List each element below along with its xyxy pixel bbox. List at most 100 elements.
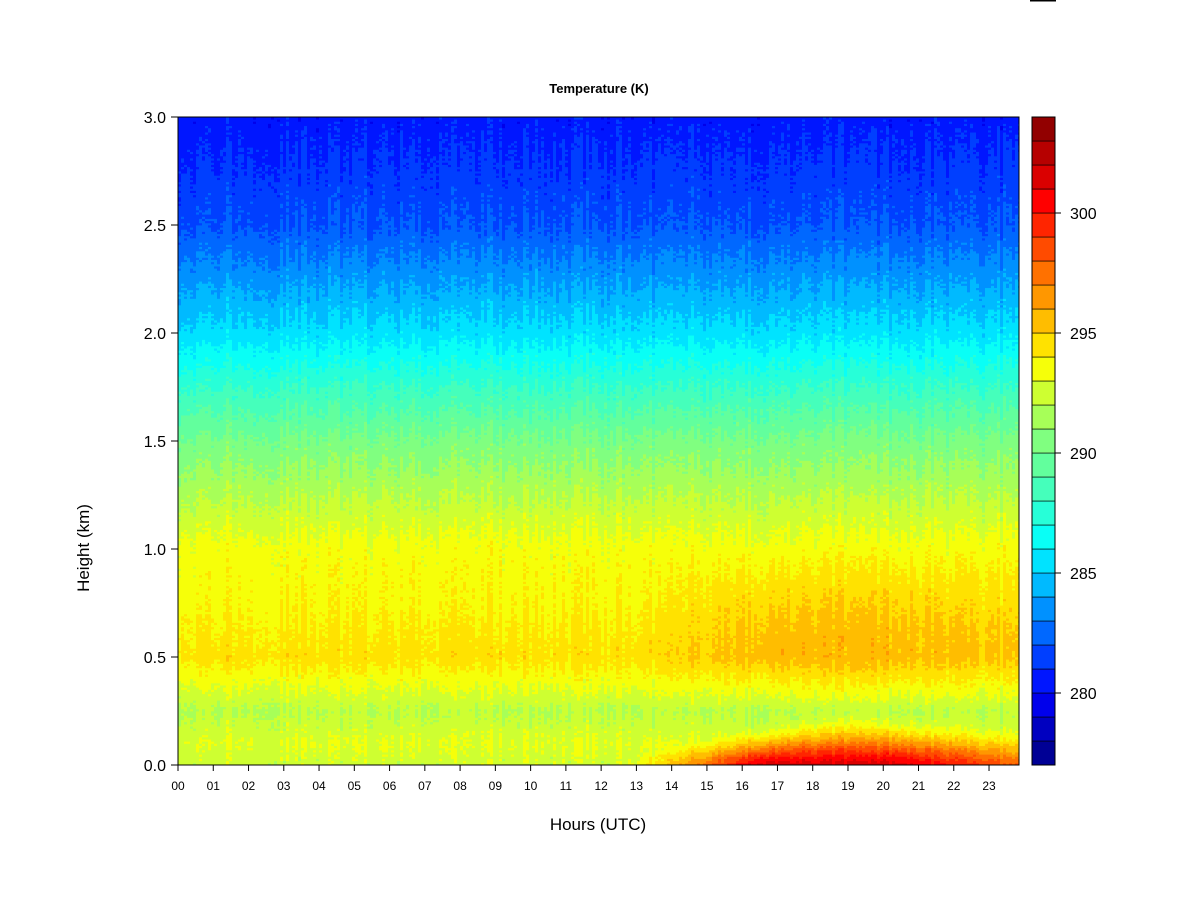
- heatmap-cell: [253, 680, 257, 684]
- heatmap-cell: [199, 760, 203, 766]
- heatmap-cell: [292, 637, 296, 664]
- heatmap-cell: [184, 503, 188, 507]
- heatmap-cell: [382, 402, 386, 422]
- heatmap-cell: [241, 434, 245, 459]
- heatmap-cell: [283, 419, 287, 438]
- heatmap-cell: [268, 367, 272, 371]
- heatmap-cell: [205, 412, 209, 431]
- heatmap-cell: [298, 419, 302, 425]
- heatmap-cell: [409, 752, 413, 755]
- heatmap-cell: [226, 492, 230, 511]
- heatmap-cell: [409, 242, 413, 245]
- heatmap-cell: [277, 168, 281, 174]
- heatmap-cell: [184, 328, 188, 332]
- heatmap-cell: [280, 531, 284, 556]
- heatmap-cell: [184, 240, 188, 256]
- heatmap-cell: [214, 348, 218, 351]
- heatmap-cell: [295, 657, 299, 677]
- heatmap-cell: [391, 734, 395, 740]
- heatmap-cell: [328, 274, 332, 299]
- heatmap-cell: [280, 739, 284, 746]
- heatmap-cell: [394, 300, 398, 304]
- heatmap-cell: [337, 577, 341, 582]
- heatmap-cell: [232, 540, 236, 543]
- heatmap-cell: [181, 501, 185, 505]
- heatmap-cell: [298, 324, 302, 330]
- heatmap-cell: [316, 663, 320, 677]
- heatmap-cell: [178, 186, 182, 191]
- heatmap-cell: [178, 570, 182, 576]
- heatmap-cell: [310, 631, 314, 634]
- heatmap-cell: [310, 672, 314, 675]
- heatmap-cell: [247, 369, 251, 381]
- heatmap-cell: [334, 246, 338, 276]
- heatmap-cell: [241, 529, 245, 533]
- heatmap-cell: [388, 644, 392, 664]
- heatmap-cell: [241, 261, 245, 265]
- heatmap-cell: [325, 181, 329, 185]
- heatmap-cell: [271, 538, 275, 546]
- heatmap-cell: [199, 250, 203, 260]
- heatmap-cell: [217, 687, 221, 701]
- heatmap-cell: [226, 644, 230, 647]
- heatmap-cell: [286, 726, 290, 729]
- heatmap-cell: [190, 538, 194, 541]
- heatmap-cell: [199, 525, 203, 533]
- heatmap-cell: [295, 240, 299, 243]
- heatmap-cell: [352, 529, 356, 567]
- heatmap-cell: [280, 203, 284, 209]
- heatmap-cell: [208, 749, 212, 766]
- heatmap-cell: [208, 579, 212, 587]
- heatmap-cell: [247, 151, 251, 155]
- heatmap-cell: [310, 598, 314, 602]
- heatmap-cell: [382, 186, 386, 191]
- heatmap-cell: [205, 490, 209, 494]
- heatmap-cell: [403, 117, 407, 148]
- heatmap-cell: [271, 358, 275, 373]
- heatmap-cell: [346, 430, 350, 433]
- heatmap-cell: [301, 283, 305, 286]
- heatmap-cell: [295, 579, 299, 587]
- heatmap-cell: [328, 183, 332, 187]
- heatmap-cell: [190, 354, 194, 371]
- heatmap-cell: [256, 371, 260, 394]
- heatmap-cell: [373, 501, 377, 535]
- heatmap-cell: [334, 399, 338, 429]
- heatmap-cell: [358, 490, 362, 498]
- heatmap-cell: [190, 631, 194, 634]
- heatmap-cell: [220, 317, 224, 327]
- heatmap-cell: [406, 501, 410, 505]
- heatmap-cell: [370, 482, 374, 487]
- heatmap-cell: [187, 149, 191, 152]
- heatmap-cell: [388, 343, 392, 347]
- heatmap-cell: [253, 190, 257, 196]
- heatmap-cell: [343, 667, 347, 684]
- heatmap-cell: [214, 268, 218, 289]
- heatmap-cell: [358, 220, 362, 224]
- heatmap-cell: [346, 151, 350, 159]
- heatmap-cell: [337, 127, 341, 133]
- heatmap-cell: [235, 235, 239, 239]
- heatmap-cell: [235, 533, 239, 537]
- heatmap-cell: [352, 760, 356, 766]
- heatmap-cell: [361, 752, 365, 766]
- heatmap-cell: [289, 624, 293, 628]
- heatmap-cell: [241, 469, 245, 472]
- heatmap-cell: [277, 447, 281, 468]
- heatmap-cell: [250, 287, 254, 291]
- heatmap-cell: [244, 717, 248, 766]
- heatmap-cell: [361, 138, 365, 142]
- heatmap-cell: [337, 557, 341, 561]
- heatmap-cell: [265, 214, 269, 217]
- heatmap-cell: [232, 186, 236, 193]
- heatmap-cell: [244, 235, 248, 260]
- heatmap-cell: [259, 237, 263, 258]
- heatmap-cell: [304, 564, 308, 569]
- heatmap-cell: [181, 291, 185, 323]
- heatmap-cell: [190, 479, 194, 513]
- heatmap-cell: [190, 637, 194, 641]
- heatmap-cell: [310, 363, 314, 368]
- heatmap-cell: [382, 514, 386, 517]
- heatmap-cell: [385, 525, 389, 528]
- heatmap-cell: [256, 540, 260, 543]
